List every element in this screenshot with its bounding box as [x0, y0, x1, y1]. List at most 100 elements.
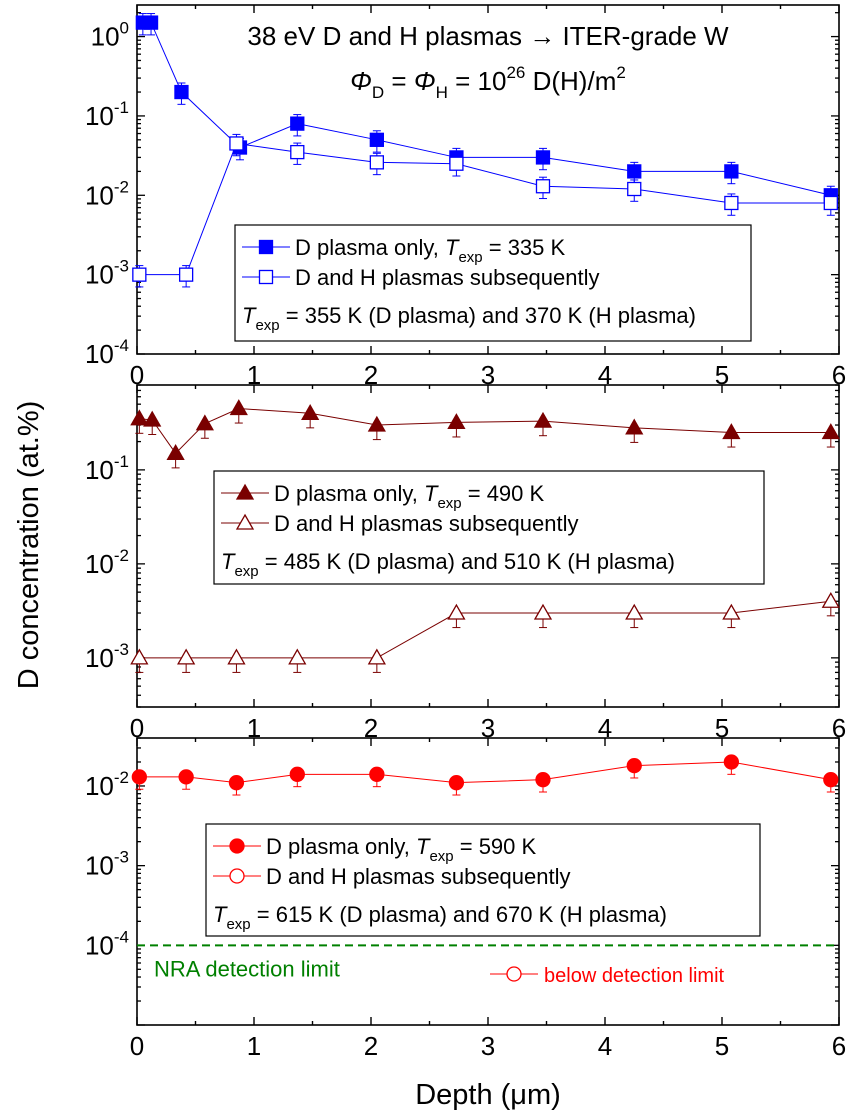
- y-tick-exp: 0: [120, 19, 129, 38]
- legend-t-sub: exp: [437, 495, 461, 512]
- y-tick-base: 10: [85, 180, 114, 210]
- legend-name: D and H plasmas subsequently: [295, 265, 600, 290]
- legend-t: T: [213, 902, 228, 927]
- y-tick-base: 10: [85, 930, 114, 960]
- legend-t-val: = 485 K (D plasma) and 510 K (H plasma): [259, 549, 675, 574]
- legend-marker: [258, 269, 274, 285]
- series-1: [130, 399, 840, 469]
- data-point: [724, 164, 739, 179]
- legend-name: D and H plasmas subsequently: [274, 511, 579, 536]
- y-tick-base: 10: [85, 260, 114, 290]
- x-tick-label: 1: [247, 1031, 261, 1061]
- legend-label: D and H plasmas subsequently: [274, 511, 579, 536]
- y-tick-label: 10-2: [85, 177, 129, 210]
- data-point: [130, 409, 149, 426]
- data-point: [289, 766, 305, 782]
- x-tick-label: 4: [598, 713, 612, 743]
- y-tick-exp: -3: [114, 848, 129, 867]
- series-2: [132, 133, 838, 288]
- legend-name: D plasma only,: [274, 481, 424, 506]
- data-point: [533, 603, 553, 620]
- data-point: [627, 181, 642, 197]
- x-tick-label: 2: [364, 713, 378, 743]
- data-point: [195, 414, 214, 431]
- data-point: [823, 772, 839, 788]
- data-point: [166, 444, 185, 460]
- y-tick-base: 10: [85, 339, 114, 369]
- legend-box: [205, 823, 761, 937]
- unit-exp: 2: [616, 63, 625, 82]
- y-tick-base: 10: [91, 22, 120, 52]
- legend-t: T: [242, 303, 257, 328]
- detection-limit-label: NRA detection limit: [154, 956, 340, 981]
- y-tick-label: 10-4: [85, 336, 129, 369]
- phi-d: Φ: [350, 66, 372, 96]
- legend-label: D and H plasmas subsequently: [295, 265, 600, 290]
- y-tick-label: 10-2: [85, 768, 129, 801]
- series-line: [139, 600, 831, 659]
- data-point: [178, 267, 194, 282]
- legend-marker: [229, 838, 245, 854]
- data-point: [174, 84, 189, 100]
- data-point: [130, 648, 149, 665]
- x-tick-label: 2: [364, 1031, 378, 1061]
- x-tick-label: 4: [598, 1031, 612, 1061]
- series-line: [139, 142, 831, 276]
- data-point: [533, 411, 553, 428]
- data-point: [722, 423, 741, 440]
- data-point: [722, 603, 741, 620]
- x-tick-label: 0: [130, 1031, 144, 1061]
- data-point: [447, 603, 466, 620]
- data-point: [535, 150, 551, 165]
- phi-h: Φ: [414, 66, 436, 96]
- y-tick-base: 10: [85, 455, 114, 485]
- x-tick-label: 3: [481, 713, 495, 743]
- data-point: [369, 155, 385, 170]
- legend-t: T: [445, 235, 460, 260]
- data-point: [132, 267, 147, 282]
- y-tick-base: 10: [85, 851, 114, 881]
- x-tick-label: 5: [715, 1031, 729, 1061]
- data-point: [177, 648, 196, 665]
- x-tick-label: 1: [247, 713, 261, 743]
- y-tick-exp: -2: [114, 768, 129, 787]
- data-point: [821, 423, 840, 440]
- data-point: [625, 603, 644, 620]
- y-tick-exp: -4: [114, 336, 129, 355]
- y-tick-exp: -2: [114, 177, 129, 196]
- y-tick-label: 10-3: [85, 848, 129, 881]
- equals: =: [384, 66, 414, 96]
- y-tick-base: 10: [85, 549, 114, 579]
- x-tick-label: 0: [130, 360, 144, 390]
- y-tick-label: 100: [91, 19, 129, 52]
- x-tick-label: 5: [715, 713, 729, 743]
- x-tick-label: 2: [364, 360, 378, 390]
- panel-2: 0 1 2 3 4 5 610-110-210-3D plasma only, Texp =…: [85, 384, 846, 743]
- y-tick-label: 10-1: [85, 98, 129, 131]
- series-line: [139, 407, 831, 455]
- legend: D plasma only, Texp = 335 KD and H plasm…: [234, 224, 752, 342]
- x-tick-label: 3: [481, 1031, 495, 1061]
- data-point: [131, 769, 147, 785]
- data-point: [535, 179, 551, 194]
- legend-temperature: Texp = 615 K (D plasma) and 670 K (H pla…: [213, 902, 667, 933]
- data-point: [229, 399, 248, 416]
- data-point: [178, 769, 194, 785]
- legend-box: [213, 470, 765, 585]
- data-point: [627, 164, 642, 179]
- data-point: [369, 132, 385, 147]
- legend-marker: [235, 513, 255, 530]
- data-point: [228, 775, 245, 791]
- series-1: [131, 754, 839, 796]
- y-tick-exp: -3: [114, 640, 129, 659]
- legend-label: D plasma only, Texp = 490 K: [274, 481, 545, 512]
- data-point: [229, 136, 244, 151]
- legend-name: D plasma only,: [266, 834, 416, 859]
- x-tick-label: 3: [481, 360, 495, 390]
- data-point: [449, 156, 464, 171]
- legend-t-sub: exp: [226, 916, 250, 933]
- data-point: [821, 591, 840, 608]
- data-point: [143, 15, 159, 30]
